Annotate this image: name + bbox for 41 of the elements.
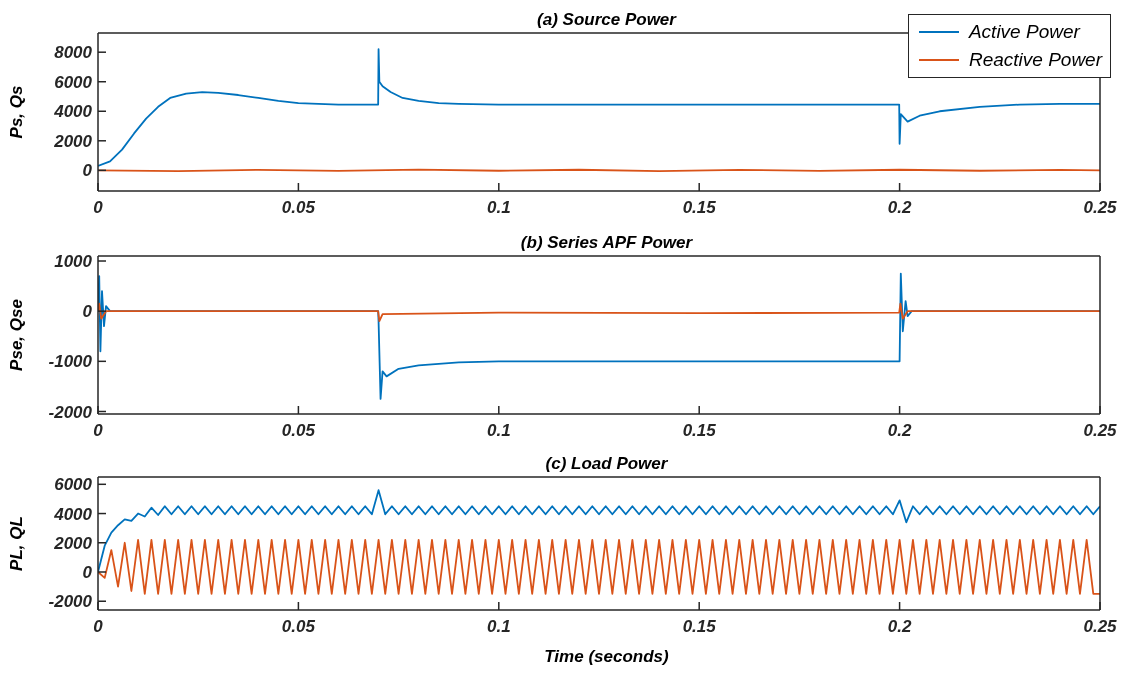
y-tick-label: 4000 xyxy=(53,504,93,524)
y-axis-title: Pse, Qse xyxy=(7,299,27,371)
x-tick-label: 0.15 xyxy=(682,198,717,218)
y-axis-title: Ps, Qs xyxy=(7,85,27,139)
x-axis-title: Time (seconds) xyxy=(543,646,670,668)
chart-title: (a) Source Power xyxy=(537,10,676,29)
x-tick-label: 0.05 xyxy=(281,421,316,441)
x-tick-label: 0.15 xyxy=(682,617,717,637)
y-tick-label: -2000 xyxy=(48,402,93,422)
legend-label: Active Power xyxy=(968,21,1080,43)
x-tick-label: 0.05 xyxy=(281,198,316,218)
y-tick-label: 1000 xyxy=(54,252,93,272)
line-series xyxy=(98,302,1100,323)
y-tick-label: 6000 xyxy=(54,475,93,495)
y-tick-label: -2000 xyxy=(48,592,93,612)
line-series xyxy=(98,489,1100,573)
x-tick-label: 0.25 xyxy=(1083,198,1118,218)
y-tick-label: 6000 xyxy=(54,72,93,92)
x-tick-label: 0.1 xyxy=(486,198,511,218)
x-tick-label: 0.2 xyxy=(887,421,912,441)
x-tick-label: 0.25 xyxy=(1083,617,1118,637)
chart-title: (b) Series APF Power xyxy=(519,232,694,253)
y-tick-label: 0 xyxy=(82,161,93,181)
y-tick-label: -1000 xyxy=(48,352,93,372)
x-tick-label: 0.2 xyxy=(887,198,912,218)
legend-label: Reactive Power xyxy=(968,49,1102,71)
y-tick-label: 2000 xyxy=(53,533,93,553)
x-tick-label: 0.2 xyxy=(887,617,912,637)
x-tick-label: 0.1 xyxy=(486,617,511,637)
line-series xyxy=(98,538,1100,595)
y-tick-label: 0 xyxy=(82,563,93,583)
chart-title: (c) Load Power xyxy=(544,453,669,474)
y-tick-label: 2000 xyxy=(53,131,93,151)
x-tick-label: 0.25 xyxy=(1083,421,1118,441)
y-tick-label: 0 xyxy=(82,302,93,322)
x-tick-label: 0.1 xyxy=(486,421,511,441)
y-tick-label: 8000 xyxy=(54,43,93,63)
y-tick-label: 4000 xyxy=(53,102,93,122)
x-tick-label: 0.05 xyxy=(281,617,316,637)
x-tick-label: 0.15 xyxy=(682,421,717,441)
y-axis-title: PL, QL xyxy=(7,516,27,571)
